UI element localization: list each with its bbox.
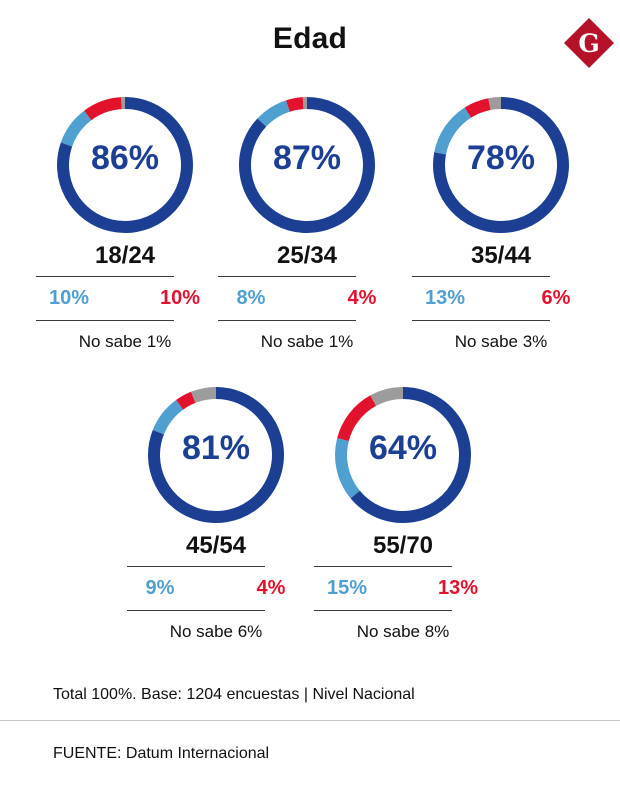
divider-bottom <box>218 320 356 321</box>
logo-icon: G <box>564 18 614 68</box>
donut-segment-light-blue <box>60 110 92 147</box>
age-group-label: 55/70 <box>372 532 434 559</box>
donut-segment-light-blue <box>335 438 361 499</box>
donut-segment-red <box>337 395 377 442</box>
donut-segment-main <box>239 97 375 233</box>
no-sabe-label: No sabe 8% <box>356 622 450 641</box>
divider-bottom <box>314 610 452 611</box>
donut-segment-red <box>84 97 122 121</box>
footer-divider <box>0 720 620 721</box>
age-group-label: 25/34 <box>276 242 338 269</box>
light-blue-percentage-label: 15% <box>326 577 368 599</box>
red-percentage-label: 4% <box>256 577 286 599</box>
donut-chart <box>148 387 284 523</box>
donut-segment-light-blue <box>434 107 472 155</box>
donut-chart <box>239 96 375 233</box>
donut-segment-main <box>57 97 193 233</box>
donut-segment-light-blue <box>152 399 184 435</box>
donut-segment-red <box>176 391 196 410</box>
light-blue-percentage-label: 8% <box>236 287 266 309</box>
donut-segment-main <box>350 387 471 523</box>
donut-chart <box>57 97 193 233</box>
no-sabe-label: No sabe 1% <box>78 332 172 351</box>
no-sabe-label: No sabe 6% <box>169 622 263 641</box>
age-group-label: 18/24 <box>94 242 156 269</box>
light-blue-percentage-label: 9% <box>145 577 175 599</box>
main-percentage-label: 81% <box>181 429 251 467</box>
donut-segment-main <box>148 387 284 523</box>
donut-chart <box>335 387 471 523</box>
red-percentage-label: 4% <box>347 287 377 309</box>
donut-segment-no-sabe <box>190 387 217 404</box>
main-percentage-label: 86% <box>90 139 160 177</box>
main-percentage-label: 64% <box>368 429 438 467</box>
donut-chart <box>433 97 569 233</box>
chart-title: Edad <box>272 22 348 55</box>
divider-bottom <box>412 320 550 321</box>
age-group-label: 35/44 <box>470 242 532 269</box>
donut-segment-light-blue <box>257 100 290 127</box>
divider-top <box>127 566 265 567</box>
divider-top <box>412 276 550 277</box>
donut-segment-red <box>464 98 491 118</box>
light-blue-percentage-label: 13% <box>424 287 466 309</box>
light-blue-percentage-label: 10% <box>48 287 90 309</box>
no-sabe-label: No sabe 1% <box>260 332 354 351</box>
divider-top <box>36 276 174 277</box>
divider-top <box>218 276 356 277</box>
main-percentage-label: 78% <box>466 139 536 177</box>
footer-source: FUENTE: Datum Internacional <box>53 745 270 762</box>
age-group-label: 45/54 <box>185 532 247 559</box>
footer-base-note: Total 100%. Base: 1204 encuestas | Nivel… <box>53 686 415 703</box>
no-sabe-label: No sabe 3% <box>454 332 548 351</box>
divider-bottom <box>36 320 174 321</box>
logo-letter: G <box>578 29 599 58</box>
divider-bottom <box>127 610 265 611</box>
donut-segment-no-sabe <box>370 387 404 407</box>
donut-segment-red <box>285 97 304 112</box>
divider-top <box>314 566 452 567</box>
red-percentage-label: 6% <box>541 287 571 309</box>
donut-segment-main <box>433 97 569 233</box>
main-percentage-label: 87% <box>272 139 342 177</box>
red-percentage-label: 10% <box>159 287 201 309</box>
donut-segment-no-sabe <box>488 97 502 111</box>
red-percentage-label: 13% <box>437 577 479 599</box>
